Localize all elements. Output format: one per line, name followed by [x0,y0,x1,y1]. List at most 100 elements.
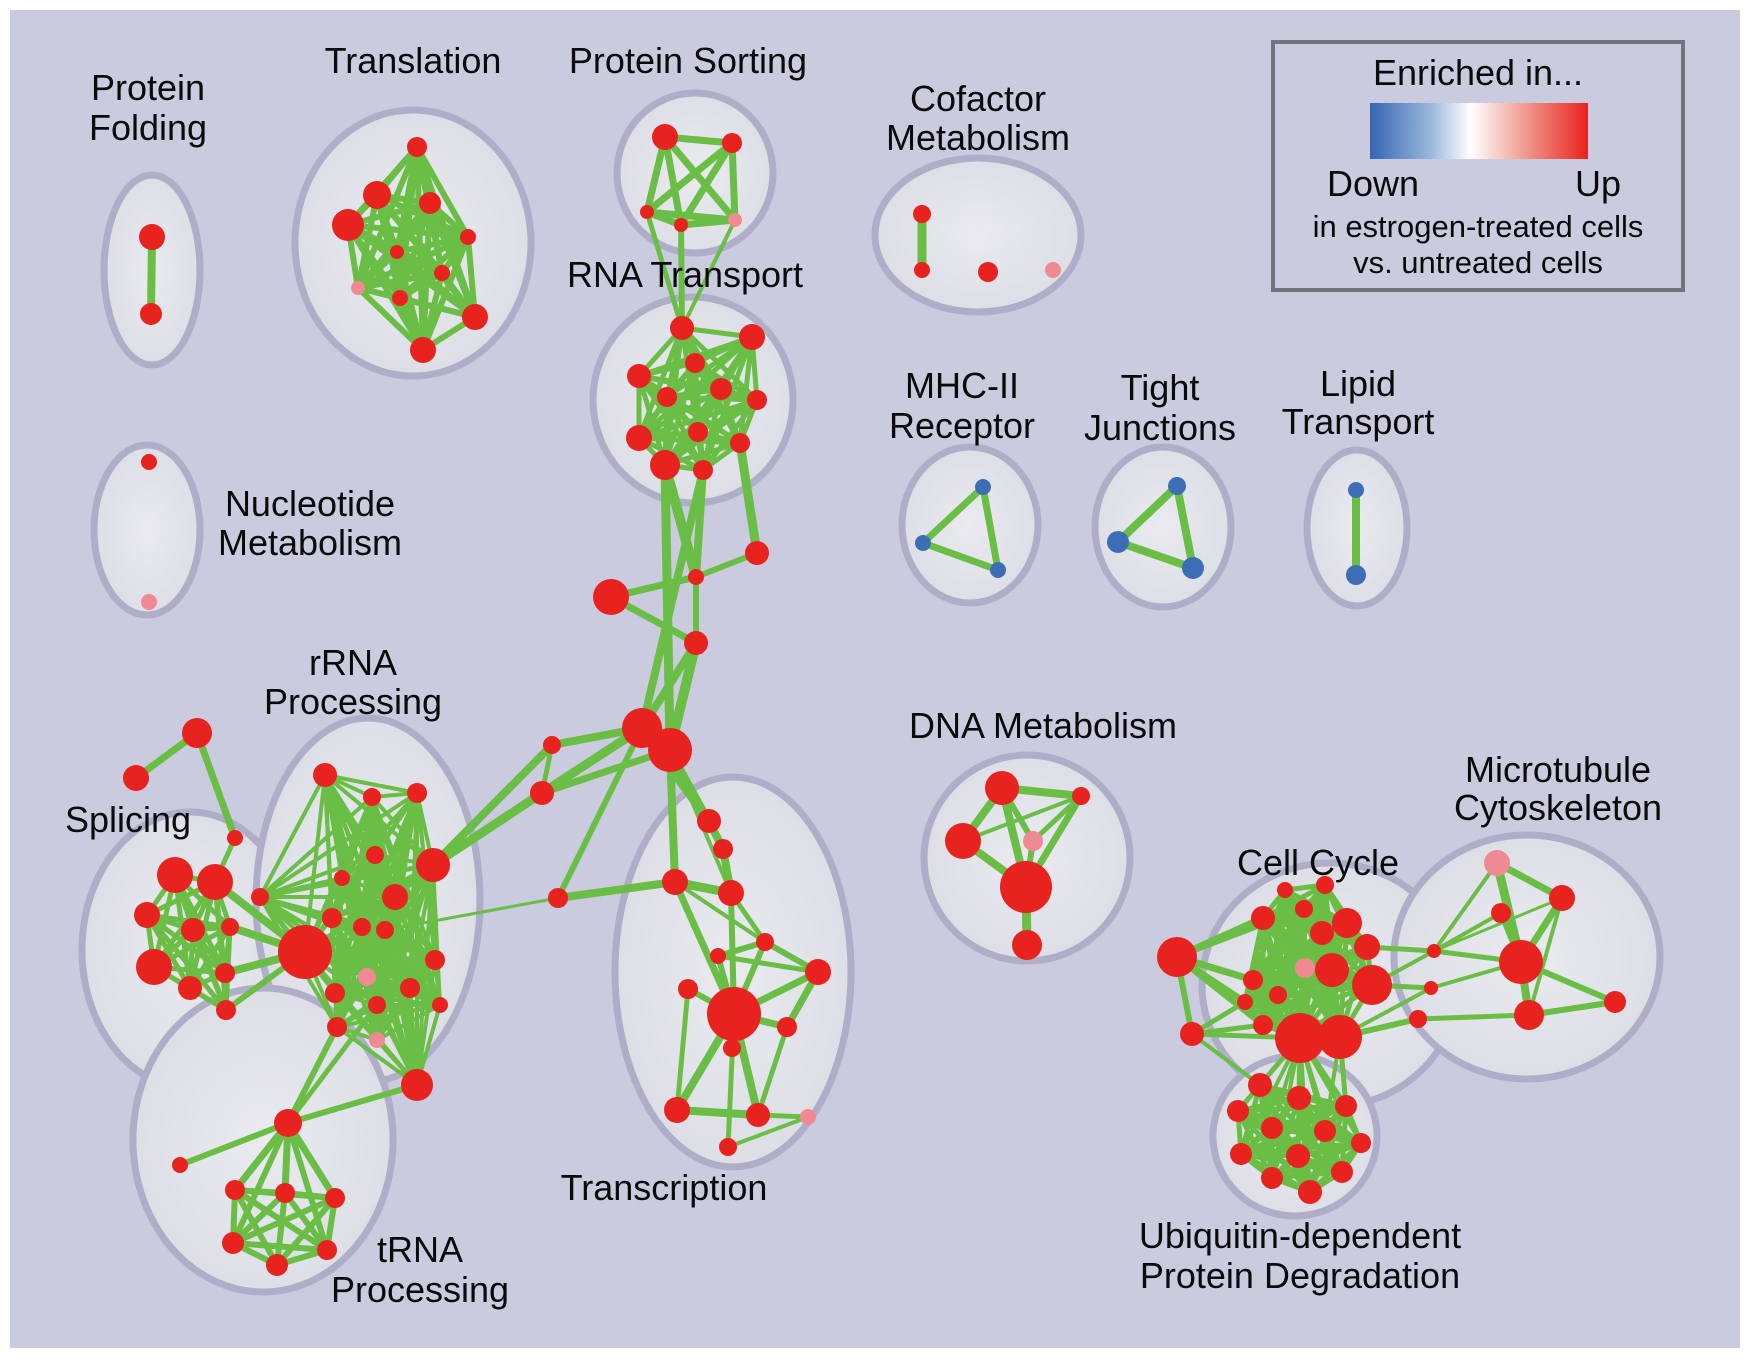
network-edge [644,209,685,331]
network-edge [678,222,685,331]
network-edge [355,270,445,291]
microtubule-cytoskeleton-node [1514,1000,1544,1030]
network-edge [144,912,229,1013]
splicing-node [157,857,193,893]
network-edge [919,483,987,547]
rrna-processing-node [368,996,386,1014]
rrna-processing-node [401,1069,433,1101]
network-edge [258,895,437,962]
rna-transport-node [693,460,713,480]
cell-cycle-node [1354,934,1380,960]
rrna-processing-node [251,888,269,906]
rna-transport-node [747,390,767,410]
network-edge [230,1195,338,1246]
splicing-node [216,1000,236,1020]
legend-title: Enriched in... [1373,52,1583,93]
legend: Enriched in... Down Up in estrogen-treat… [1271,40,1685,292]
connector-node [684,631,708,655]
network-edge [1174,906,1307,960]
cluster-label-cofactor-metabolism: Metabolism [886,117,1070,158]
microtubule-cytoskeleton-node [1604,991,1626,1013]
nucleotide-metabolism-node [141,594,157,610]
rna-transport-node [739,324,765,350]
ubiquitin-dependent-protein-degradation-node [1230,1143,1252,1165]
rrna-processing-node [313,763,337,787]
transcription-node [746,1103,770,1127]
rna-transport-node [710,378,732,400]
connector-node [530,781,554,805]
rrna-processing-node [327,1017,347,1037]
network-edge [414,144,471,240]
tight-junctions-node [1182,557,1204,579]
cluster-ellipse-cofactor-metabolism [871,154,1085,316]
cluster-label-splicing: Splicing [65,799,191,840]
network-edge [638,466,707,732]
network-edge [428,788,547,870]
rna-transport-node [650,450,680,480]
network-edge [673,1106,762,1119]
network-edge [1114,538,1197,572]
rrna-processing-node [400,978,420,998]
transcription-node [777,1017,797,1037]
network-edge [1432,861,1499,953]
network-edge [1432,911,1503,953]
translation-node [407,137,427,157]
cluster-label-rrna-processing: rRNA [309,642,397,683]
network-edge [429,741,556,869]
microtubule-cytoskeleton-node [1499,940,1543,984]
cluster-label-rrna-processing: Processing [264,681,442,722]
cluster-label-cofactor-metabolism: Cofactor [910,78,1046,119]
network-edge [660,460,701,582]
cluster-label-nucleotide-metabolism: Nucleotide [225,483,395,524]
translation-node [390,245,404,259]
network-edge [285,1120,330,1253]
network-edge [715,953,821,975]
connector-node [548,888,568,908]
cluster-label-ubiquitin-dependent-protein-degradation: Ubiquitin-dependent [1139,1215,1461,1256]
network-edge [285,1024,340,1126]
network-edge [700,397,760,473]
transcription-node [678,979,698,999]
cluster-label-tight-junctions: Tight [1121,367,1200,408]
network-edge [258,773,327,899]
rrna-processing-node [366,846,384,864]
cell-cycle-node [1253,1015,1273,1035]
network-edge [231,1119,292,1194]
splicing-node [178,976,202,1000]
network-edge [919,539,1002,574]
rna-transport-node [657,387,677,407]
network-edge [1527,896,1564,1017]
microtubule-cytoskeleton-node [1409,1010,1427,1028]
connector-node [543,736,561,754]
cluster-label-tight-junctions: Junctions [1084,407,1236,448]
connector-node [123,765,149,791]
network-edge [303,773,327,954]
connector-node [648,728,692,772]
connector-node [593,579,629,615]
legend-box [1271,40,1685,292]
network-edge [230,1190,288,1246]
network-edge [230,1120,291,1246]
microtubule-cytoskeleton-node [1491,903,1511,923]
network-edge [193,729,239,842]
network-edge [662,397,760,468]
cell-cycle-node [1269,986,1287,1004]
splicing-node [134,902,160,928]
splicing-node [136,949,172,985]
rrna-processing-node [363,788,381,806]
nucleotide-metabolism-node [141,454,157,470]
network-edge [1415,1012,1532,1022]
translation-node [462,304,488,330]
cluster-label-microtubule-cytoskeleton: Cytoskeleton [1454,787,1662,828]
microtubule-cytoskeleton-node [1549,885,1575,911]
cluster-label-mhc-ii-receptor: Receptor [889,405,1035,446]
dna-metabolism-node [1023,831,1043,851]
cell-cycle-node [1251,906,1275,930]
network-edge [335,1003,442,1029]
trna-processing-node [317,1240,337,1260]
cluster-label-rna-transport: RNA Transport [567,254,803,295]
network-edge [538,746,674,797]
network-edge [285,1002,380,1126]
network-edge [735,438,762,558]
